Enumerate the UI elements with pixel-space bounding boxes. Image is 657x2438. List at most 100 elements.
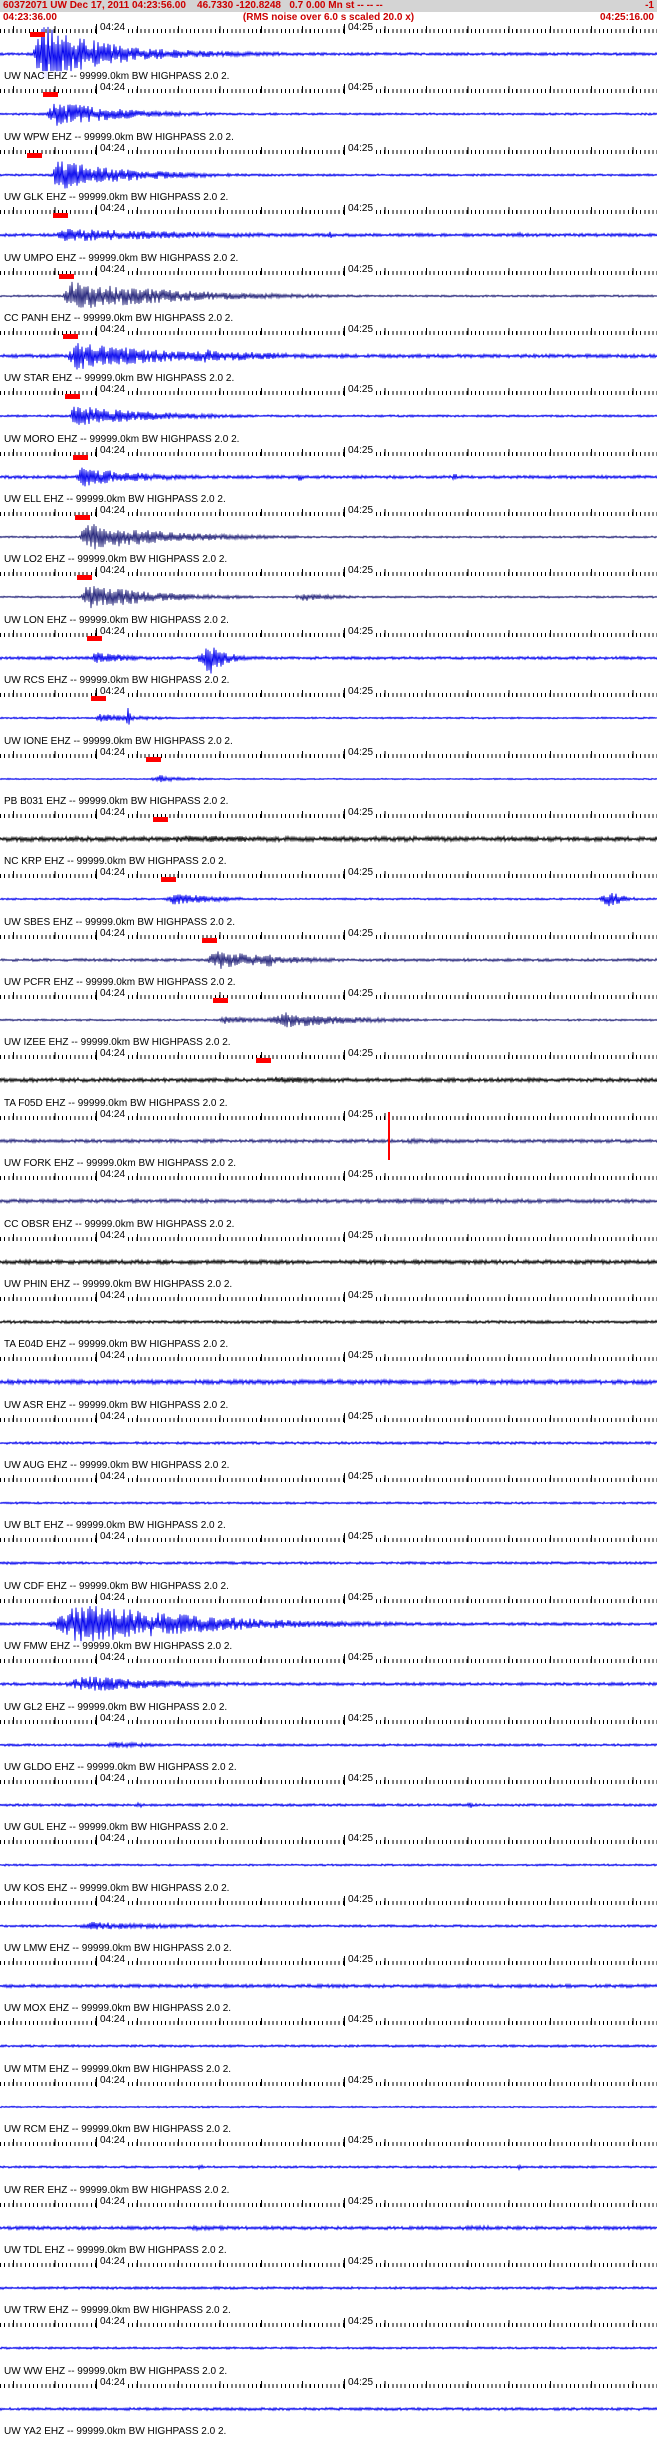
trace-row[interactable]: 04:24 04:25 CC OBSR EHZ -- 99999.0km BW HI… (0, 1170, 657, 1231)
p-pick-marker[interactable] (30, 32, 45, 37)
waveform[interactable] (0, 2257, 657, 2317)
waveform[interactable] (0, 1412, 657, 1472)
trace-row[interactable]: 04:24 04:25 UW MORO EHZ -- 99999.0km BW HI… (0, 385, 657, 446)
p-pick-marker[interactable] (73, 454, 88, 460)
waveform[interactable] (0, 385, 657, 445)
p-pick-marker[interactable] (91, 696, 106, 702)
trace-row[interactable]: 04:24 04:25 UW LO2 EHZ -- 99999.0km BW HIG… (0, 506, 657, 567)
trace-row[interactable]: 04:24 04:25 UW TRW EHZ -- 99999.0km BW HIG… (0, 2256, 657, 2318)
waveform[interactable] (0, 989, 657, 1049)
trace-row[interactable]: 04:24 04:25 UW GLDO EHZ -- 99999.0km BW HI… (0, 1713, 657, 1774)
trace-row[interactable]: 04:24 04:25 UW ELL EHZ -- 99999.0km BW HIG… (0, 445, 657, 506)
waveform[interactable] (0, 748, 657, 808)
waveform[interactable] (0, 627, 657, 687)
waveform[interactable] (0, 2317, 657, 2377)
waveform[interactable] (0, 687, 657, 747)
p-pick-marker[interactable] (87, 635, 102, 641)
trace-row[interactable]: 04:24 04:25 UW STAR EHZ -- 99999.0km BW HI… (0, 324, 657, 386)
p-pick-marker[interactable] (388, 1111, 390, 1160)
waveform[interactable] (0, 1714, 657, 1774)
trace-row[interactable]: 04:24 04:25 UW LON EHZ -- 99999.0km BW HIG… (0, 566, 657, 627)
waveform[interactable] (0, 1170, 657, 1230)
waveform[interactable] (0, 2076, 657, 2136)
p-pick-marker[interactable] (161, 877, 176, 883)
waveform[interactable] (0, 1049, 657, 1109)
waveform[interactable] (0, 1653, 657, 1713)
trace-row[interactable]: 04:24 04:25 UW IZEE EHZ -- 99999.0km BW HI… (0, 989, 657, 1050)
trace-row[interactable]: 04:24 04:25 UW KOS EHZ -- 99999.0km BW HIG… (0, 1834, 657, 1895)
waveform[interactable] (0, 2378, 657, 2438)
trace-row[interactable]: 04:24 04:25 UW RCS EHZ -- 99999.0km BW HIG… (0, 626, 657, 688)
waveform[interactable] (0, 1593, 657, 1653)
trace-row[interactable]: 04:24 04:25 UW WW EHZ -- 99999.0km BW HIGH… (0, 2317, 657, 2378)
waveform[interactable] (0, 566, 657, 626)
trace-row[interactable]: 04:24 04:25 UW SBES EHZ -- 99999.0km BW HI… (0, 868, 657, 929)
waveform[interactable] (0, 265, 657, 325)
trace-row[interactable]: 04:24 04:25 UW GUL EHZ -- 99999.0km BW HIG… (0, 1773, 657, 1835)
waveform[interactable] (0, 23, 657, 83)
p-pick-marker[interactable] (202, 937, 217, 943)
trace-row[interactable]: 04:24 04:25 UW AUG EHZ -- 99999.0km BW HIG… (0, 1411, 657, 1472)
waveform[interactable] (0, 1955, 657, 2015)
trace-row[interactable]: 04:24 04:25 UW NAC EHZ -- 99999.0km BW HIG… (0, 23, 657, 84)
trace-row[interactable]: 04:24 04:25 UW MTM EHZ -- 99999.0km BW HIG… (0, 2015, 657, 2076)
waveform[interactable] (0, 1472, 657, 1532)
trace-row[interactable]: 04:24 04:25 UW GL2 EHZ -- 99999.0km BW HIG… (0, 1653, 657, 1714)
waveform[interactable] (0, 1110, 657, 1170)
p-pick-marker[interactable] (75, 515, 90, 520)
waveform[interactable] (0, 929, 657, 989)
time-label: 04:25 (346, 807, 376, 818)
waveform[interactable] (0, 446, 657, 506)
waveform[interactable] (0, 144, 657, 204)
waveform[interactable] (0, 2136, 657, 2196)
waveform[interactable] (0, 325, 657, 385)
trace-row[interactable]: 04:24 04:25 UW ASR EHZ -- 99999.0km BW HIG… (0, 1351, 657, 1412)
trace-row[interactable]: 04:24 04:25 UW MOX EHZ -- 99999.0km BW HIG… (0, 1955, 657, 2016)
p-pick-marker[interactable] (153, 816, 168, 822)
waveform[interactable] (0, 808, 657, 868)
trace-row[interactable]: 04:24 04:25 UW LMW EHZ -- 99999.0km BW HIG… (0, 1894, 657, 1955)
trace-row[interactable]: 04:24 04:25 UW RCM EHZ -- 99999.0km BW HIG… (0, 2075, 657, 2137)
p-pick-marker[interactable] (65, 394, 80, 400)
waveform[interactable] (0, 2197, 657, 2257)
trace-row[interactable]: 04:24 04:25 TA E04D EHZ -- 99999.0km BW HI… (0, 1290, 657, 1352)
p-pick-marker[interactable] (63, 333, 78, 339)
trace-row[interactable]: 04:24 04:25 CC PANH EHZ -- 99999.0km BW HI… (0, 264, 657, 325)
trace-row[interactable]: 04:24 04:25 UW WPW EHZ -- 99999.0km BW HIG… (0, 83, 657, 144)
waveform[interactable] (0, 204, 657, 264)
trace-row[interactable]: 04:24 04:25 PB B031 EHZ -- 99999.0km BW HI… (0, 747, 657, 808)
waveform[interactable] (0, 868, 657, 928)
trace-row[interactable]: 04:24 04:25 NC KRP EHZ -- 99999.0km BW HIG… (0, 807, 657, 869)
waveform[interactable] (0, 1351, 657, 1411)
p-pick-marker[interactable] (43, 92, 58, 98)
p-pick-marker[interactable] (59, 273, 74, 279)
waveform[interactable] (0, 83, 657, 143)
trace-row[interactable]: 04:24 04:25 UW YA2 EHZ -- 99999.0km BW HIG… (0, 2377, 657, 2438)
trace-row[interactable]: 04:24 04:25 UW TDL EHZ -- 99999.0km BW HIG… (0, 2196, 657, 2257)
trace-row[interactable]: 04:24 04:25 UW IONE EHZ -- 99999.0km BW HI… (0, 687, 657, 748)
p-pick-marker[interactable] (53, 213, 68, 219)
trace-row[interactable]: 04:24 04:25 UW FMW EHZ -- 99999.0km BW HIG… (0, 1592, 657, 1654)
trace-row[interactable]: 04:24 04:25 UW PCFR EHZ -- 99999.0km BW HI… (0, 928, 657, 989)
waveform[interactable] (0, 1532, 657, 1592)
p-pick-marker[interactable] (27, 152, 42, 158)
waveform[interactable] (0, 506, 657, 566)
trace-row[interactable]: 04:24 04:25 UW PHIN EHZ -- 99999.0km BW HI… (0, 1230, 657, 1291)
waveform[interactable] (0, 1895, 657, 1955)
trace-row[interactable]: 04:24 04:25 UW BLT EHZ -- 99999.0km BW HIG… (0, 1472, 657, 1533)
trace-row[interactable]: 04:24 04:25 TA F05D EHZ -- 99999.0km BW HI… (0, 1049, 657, 1110)
waveform[interactable] (0, 1291, 657, 1351)
trace-row[interactable]: 04:24 04:25 UW GLK EHZ -- 99999.0km BW HIG… (0, 143, 657, 205)
trace-row[interactable]: 04:24 04:25 UW RER EHZ -- 99999.0km BW HIG… (0, 2136, 657, 2197)
trace-row[interactable]: 04:24 04:25 UW CDF EHZ -- 99999.0km BW HIG… (0, 1532, 657, 1593)
waveform[interactable] (0, 1231, 657, 1291)
waveform[interactable] (0, 2015, 657, 2075)
trace-row[interactable]: 04:24 04:25 UW UMPO EHZ -- 99999.0km BW HI… (0, 204, 657, 265)
p-pick-marker[interactable] (146, 756, 161, 762)
p-pick-marker[interactable] (256, 1058, 271, 1064)
trace-row[interactable]: 04:24 04:25 UW FORK EHZ -- 99999.0km BW HI… (0, 1109, 657, 1171)
p-pick-marker[interactable] (77, 575, 92, 581)
waveform[interactable] (0, 1834, 657, 1894)
waveform[interactable] (0, 1774, 657, 1834)
p-pick-marker[interactable] (213, 998, 228, 1003)
